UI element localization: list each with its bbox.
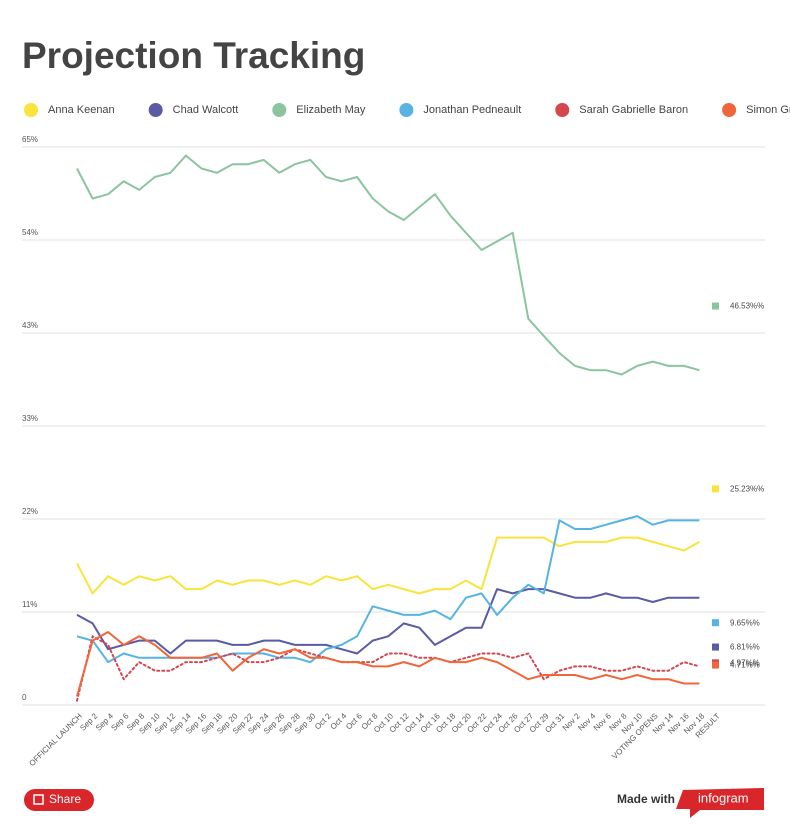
legend-label: Elizabeth May: [296, 104, 366, 116]
legend-label: Sarah Gabrielle Baron: [579, 104, 688, 116]
x-tick-label: Oct 4: [329, 711, 349, 731]
result-marker: [712, 302, 719, 310]
result-label: 6.81%%: [730, 643, 760, 652]
y-tick-label: 22%: [22, 507, 38, 516]
legend-label: Anna Keenan: [48, 104, 115, 116]
series-line: [76, 536, 700, 595]
y-tick-label: 43%: [22, 321, 38, 330]
y-tick-label: 65%: [22, 135, 38, 144]
share-text[interactable]: Share: [49, 792, 81, 806]
result-label: 25.23%%: [730, 485, 764, 494]
result-label: 9.65%%: [730, 618, 760, 627]
x-tick-label: Oct 6: [344, 711, 364, 731]
x-tick-label: Oct 2: [313, 711, 333, 731]
legend-swatch: [24, 103, 38, 117]
result-marker: [712, 661, 719, 669]
series-line: [76, 515, 700, 664]
made-with: Made with: [617, 792, 675, 806]
y-tick-label: 11%: [22, 600, 37, 609]
brand-badge[interactable]: [676, 788, 764, 818]
legend-swatch: [148, 103, 163, 117]
result-label: 46.53%%: [730, 302, 764, 311]
result-label: 4.71%%: [730, 661, 760, 670]
result-marker: [712, 643, 719, 651]
series-line: [76, 588, 700, 655]
legend-swatch: [555, 103, 570, 117]
share-icon: [33, 794, 44, 805]
y-tick-label: 0: [22, 693, 27, 702]
result-label: 4.97%%: [730, 658, 760, 667]
series-line: [76, 635, 701, 702]
legend-label: Simon Gnocchini-Messier: [746, 104, 790, 116]
series-line: [76, 631, 700, 697]
share-button[interactable]: Share: [24, 789, 94, 811]
legend-swatch: [722, 103, 737, 117]
result-marker: [712, 619, 719, 627]
legend-swatch: [399, 103, 414, 117]
series-line: [76, 154, 700, 376]
y-tick-label: 54%: [22, 228, 38, 237]
x-tick-label: OFFICIAL LAUNCH: [27, 711, 84, 768]
chart-title: Projection Tracking: [22, 35, 365, 76]
y-tick-label: 33%: [22, 414, 38, 423]
result-marker: [712, 485, 719, 493]
legend-label: Jonathan Pedneault: [423, 104, 521, 116]
brand[interactable]: infogram: [698, 790, 749, 805]
legend-swatch: [272, 103, 287, 117]
legend-label: Chad Walcott: [173, 104, 239, 116]
